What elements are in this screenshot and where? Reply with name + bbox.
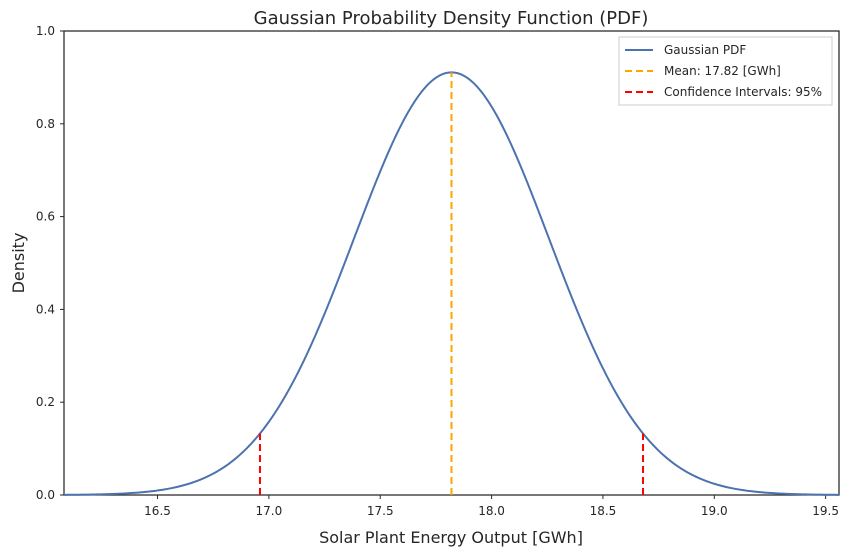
x-tick-label: 19.5 bbox=[812, 504, 839, 518]
x-tick-label: 16.5 bbox=[144, 504, 171, 518]
y-tick-label: 1.0 bbox=[36, 24, 55, 38]
x-tick-label: 18.0 bbox=[478, 504, 505, 518]
x-tick-label: 19.0 bbox=[701, 504, 728, 518]
y-tick-label: 0.0 bbox=[36, 488, 55, 502]
legend-label: Gaussian PDF bbox=[664, 43, 746, 57]
y-tick-label: 0.8 bbox=[36, 117, 55, 131]
chart-title: Gaussian Probability Density Function (P… bbox=[254, 8, 649, 29]
y-tick-label: 0.6 bbox=[36, 210, 55, 224]
legend-label: Confidence Intervals: 95% bbox=[664, 85, 822, 99]
plot-area: 16.5 17.0 17.5 18.0 18.5 19.0 19.5 0.0 0.2 0.4 0.6… bbox=[36, 24, 840, 518]
y-tick-label: 0.4 bbox=[36, 302, 55, 316]
x-tick-label: 17.5 bbox=[367, 504, 394, 518]
y-axis-label: Density bbox=[9, 233, 28, 294]
y-tick-label: 0.2 bbox=[36, 395, 55, 409]
x-tick-label: 17.0 bbox=[256, 504, 283, 518]
x-axis-label: Solar Plant Energy Output [GWh] bbox=[319, 528, 583, 547]
legend-box bbox=[618, 36, 833, 106]
x-tick-label: 18.5 bbox=[590, 504, 617, 518]
legend-label: Mean: 17.82 [GWh] bbox=[664, 64, 781, 78]
